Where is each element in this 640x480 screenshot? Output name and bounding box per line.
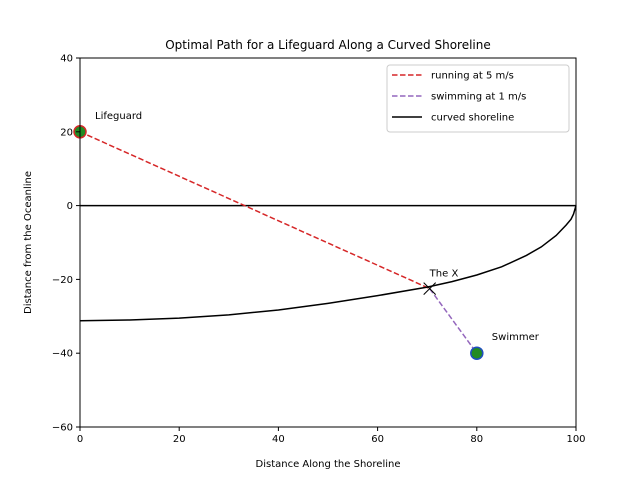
series-line-0 (79, 131, 430, 290)
legend-box (386, 64, 570, 133)
legend-label-0: running at 5 m/s (431, 71, 514, 82)
x-tick-label: 60 (371, 434, 384, 445)
x-tick-label: 20 (173, 434, 186, 445)
legend-label-1: swimming at 1 m/s (431, 92, 526, 103)
the-x-label: The X (429, 269, 459, 280)
point-1 (470, 346, 484, 360)
legend-label-2: curved shoreline (431, 113, 514, 124)
y-tick-label: −20 (52, 275, 73, 286)
x-tick-label: 100 (566, 434, 585, 445)
series-line-1 (429, 288, 478, 354)
x-tick-label: 40 (272, 434, 285, 445)
axis-ticks: 0 20 40 60 80 100 −60 −40 −20 0 20 40 (52, 54, 586, 446)
y-tick-label: −60 (52, 423, 73, 434)
x-tick-label: 80 (470, 434, 483, 445)
y-tick-label: 40 (60, 54, 73, 65)
y-tick-label: −40 (52, 349, 73, 360)
series-line-2 (79, 205, 577, 322)
point-label-0: Lifeguard (95, 111, 142, 122)
chart-title: Optimal Path for a Lifeguard Along a Cur… (165, 38, 491, 52)
the-x-marker (423, 282, 437, 295)
plot-area: The X Lifeguard Swimmer (73, 111, 577, 360)
x-tick-label: 0 (77, 434, 83, 445)
y-axis-label: Distance from the Oceanline (23, 171, 34, 314)
legend: running at 5 m/s swimming at 1 m/s curved … (386, 64, 570, 133)
axes-frame (79, 57, 577, 428)
point-label-1: Swimmer (492, 332, 540, 343)
x-axis-label: Distance Along the Shoreline (256, 459, 401, 470)
y-tick-label: 20 (60, 127, 73, 138)
y-tick-label: 0 (67, 201, 73, 212)
